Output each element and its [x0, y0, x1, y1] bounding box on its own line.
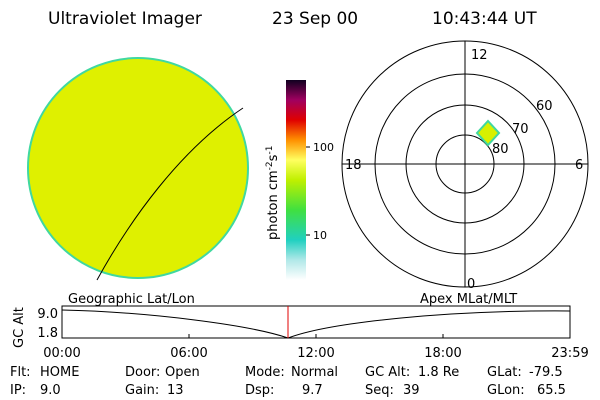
timeline-left-label: Geographic Lat/Lon: [68, 292, 195, 307]
lat-label: 80: [492, 142, 509, 157]
field-label: IP:: [10, 383, 26, 398]
hour-label: 0: [467, 277, 475, 292]
timeline-right-label: Apex MLat/MLT: [420, 292, 517, 307]
date: 23 Sep 00: [272, 9, 358, 29]
title: Ultraviolet Imager: [48, 9, 202, 29]
terminator: [96, 107, 244, 281]
polar-grid: [341, 40, 589, 288]
field-value: 13: [167, 383, 184, 398]
colorbar-tick-label: 100: [313, 141, 334, 154]
field-label: Gain:: [125, 383, 159, 398]
field-label: GC Alt:: [365, 365, 410, 380]
footer: Flt: HOME Door: Open Mode: Normal GC Alt: 1.8 R…: [10, 365, 566, 398]
field-value: 39: [403, 383, 420, 398]
timeline-y-label: GC Alt: [12, 307, 27, 348]
label-sup: -2: [265, 161, 275, 170]
field-label: Door:: [125, 365, 160, 380]
field-label: Mode:: [245, 365, 285, 380]
hour-label: 6: [575, 158, 583, 173]
image-disc: [27, 57, 249, 279]
field-label: Seq:: [365, 383, 394, 398]
timeline-y-tick: 9.0: [37, 307, 58, 322]
label-sup: -1: [265, 146, 275, 155]
timeline-y-tick: 1.8: [37, 326, 58, 341]
aurora-spot: [475, 119, 501, 147]
lat-label: 70: [512, 122, 529, 137]
x-tick-label: 00:00: [43, 346, 80, 361]
x-tick-label: 18:00: [424, 346, 461, 361]
hour-label: 18: [345, 158, 362, 173]
label-part: s: [266, 154, 281, 161]
field-label: GLon:: [487, 383, 525, 398]
field-value: HOME: [40, 365, 79, 380]
field-value: 9.7: [302, 383, 323, 398]
field-label: Flt:: [10, 365, 31, 380]
field-value: 9.0: [40, 383, 61, 398]
field-value: 65.5: [537, 383, 566, 398]
label-part: photon cm: [266, 170, 281, 240]
field-label: GLat:: [487, 365, 522, 380]
field-value: 1.8 Re: [418, 365, 459, 380]
colorbar-tick-label: 10: [313, 229, 327, 242]
field-value: Open: [165, 365, 200, 380]
field-value: -79.5: [529, 365, 563, 380]
field-value: Normal: [291, 365, 338, 380]
colorbar-label: photon cm-2s-1: [265, 146, 281, 240]
lat-label: 60: [536, 99, 553, 114]
timeline-x-ticks: 00:00 06:00 12:00 18:00 23:59: [43, 334, 589, 361]
x-tick-label: 06:00: [170, 346, 207, 361]
x-tick-label: 23:59: [551, 346, 588, 361]
time: 10:43:44 UT: [432, 9, 537, 29]
colorbar: [286, 80, 306, 280]
x-tick-label: 12:00: [297, 346, 334, 361]
hour-label: 12: [471, 48, 488, 63]
field-label: Dsp:: [245, 383, 274, 398]
